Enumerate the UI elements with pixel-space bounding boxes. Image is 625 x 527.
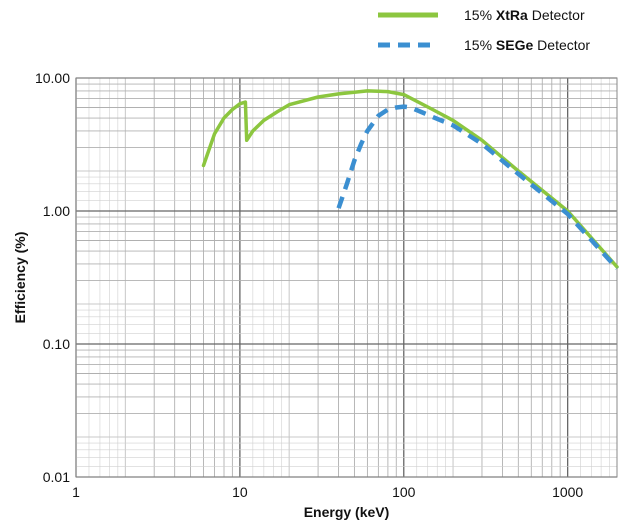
legend-item-xtra: 15% XtRa Detector	[378, 7, 585, 23]
x-tick-label: 100	[392, 484, 416, 500]
x-tick-label: 10	[232, 484, 248, 500]
legend: 15% XtRa Detector 15% SEGe Detector	[378, 7, 590, 53]
tick-labels: 1 10 100 1000 0.01 0.10 1.00 10.00	[35, 70, 583, 500]
x-axis-label: Energy (keV)	[304, 504, 390, 520]
y-tick-label: 0.01	[43, 469, 70, 485]
legend-item-sege: 15% SEGe Detector	[378, 37, 590, 53]
series-layer	[201, 89, 619, 270]
legend-label-sege: 15% SEGe Detector	[464, 37, 590, 53]
grid-lines	[75, 77, 618, 478]
plot-frame	[75, 77, 618, 478]
series-line-xtra	[201, 89, 619, 269]
y-tick-label: 10.00	[35, 70, 70, 86]
y-tick-label: 0.10	[43, 336, 70, 352]
series-line-sege	[336, 104, 619, 270]
x-tick-label: 1000	[552, 484, 583, 500]
x-tick-label: 1	[72, 484, 80, 500]
legend-label-xtra: 15% XtRa Detector	[464, 7, 585, 23]
y-axis-label: Efficiency (%)	[12, 232, 28, 324]
y-tick-label: 1.00	[43, 203, 70, 219]
